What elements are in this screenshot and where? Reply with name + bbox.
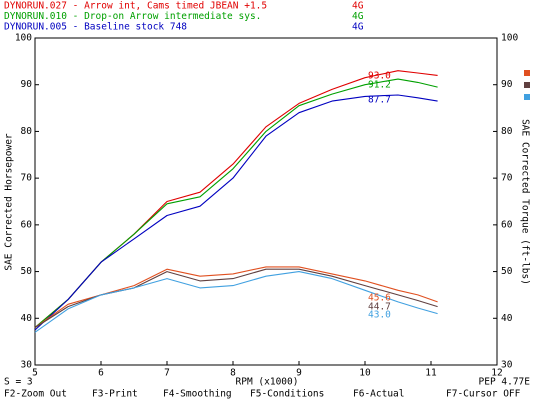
y2-tick-label: 70 bbox=[501, 173, 513, 184]
series-line bbox=[34, 94, 438, 331]
legend-tag: 4G bbox=[352, 1, 364, 12]
y2-tick-label: 80 bbox=[501, 126, 513, 137]
value-annotation: 45.6 bbox=[368, 293, 391, 304]
menu-item: F4-Smoothing bbox=[163, 389, 232, 400]
y-tick-label: 100 bbox=[15, 33, 32, 44]
legend-swatch bbox=[524, 82, 530, 88]
legend-entry: DYNORUN.005 - Baseline stock 748 bbox=[4, 22, 187, 33]
menu-item: F5-Conditions bbox=[250, 389, 324, 400]
legend-swatch bbox=[524, 70, 530, 76]
y-tick-label: 30 bbox=[21, 360, 33, 371]
y2-tick-label: 60 bbox=[501, 219, 513, 230]
x-tick-label: 10 bbox=[359, 368, 371, 379]
menu-item: F6-Actual bbox=[353, 389, 404, 400]
plot-frame bbox=[34, 37, 498, 366]
series-line bbox=[34, 78, 438, 329]
x-tick-label: 8 bbox=[230, 368, 236, 379]
value-annotation: 91.2 bbox=[368, 80, 391, 91]
y-tick-label: 70 bbox=[21, 173, 33, 184]
y2-axis-title: SAE Corrected Torque (ft-lbs) bbox=[520, 119, 531, 285]
y-tick-label: 40 bbox=[21, 313, 33, 324]
y2-tick-label: 90 bbox=[501, 79, 513, 90]
x-tick-label: 12 bbox=[491, 368, 502, 379]
legend-tag: 4G bbox=[352, 22, 364, 33]
value-annotation: 87.7 bbox=[368, 95, 391, 106]
menu-item: F3-Print bbox=[92, 389, 138, 400]
y2-tick-label: 30 bbox=[501, 360, 513, 371]
status: S = 3 bbox=[4, 377, 33, 388]
y2-tick-label: 50 bbox=[501, 266, 513, 277]
legend-swatch bbox=[524, 94, 530, 100]
series-line bbox=[34, 271, 438, 333]
legend-tag: 4G bbox=[352, 11, 364, 22]
y-tick-label: 50 bbox=[21, 266, 33, 277]
y-axis-title: SAE Corrected Horsepower bbox=[4, 133, 15, 271]
x-tick-label: 7 bbox=[164, 368, 170, 379]
x-axis-title: RPM (x1000) bbox=[236, 377, 299, 388]
value-annotation: 93.0 bbox=[368, 71, 391, 82]
x-tick-label: 9 bbox=[296, 368, 302, 379]
legend-entry: DYNORUN.027 - Arrow int, Cams timed JBEA… bbox=[4, 1, 267, 12]
menu-item: F7-Cursor OFF bbox=[446, 389, 521, 400]
y2-tick-label: 40 bbox=[501, 313, 513, 324]
x-tick-label: 6 bbox=[98, 368, 104, 379]
x-tick-label: 5 bbox=[32, 368, 38, 379]
legend-entry: DYNORUN.010 - Drop-on Arrow intermediate… bbox=[4, 11, 261, 22]
y-tick-label: 80 bbox=[21, 126, 33, 137]
value-annotation: 43.0 bbox=[368, 310, 391, 321]
y-tick-label: 90 bbox=[21, 79, 33, 90]
version: PEP 4.77E bbox=[479, 377, 531, 388]
y-tick-label: 60 bbox=[21, 219, 33, 230]
y2-tick-label: 100 bbox=[501, 33, 518, 44]
value-annotation: 44.7 bbox=[368, 302, 391, 313]
x-tick-label: 11 bbox=[425, 368, 437, 379]
menu-item: F2-Zoom Out bbox=[4, 389, 67, 400]
